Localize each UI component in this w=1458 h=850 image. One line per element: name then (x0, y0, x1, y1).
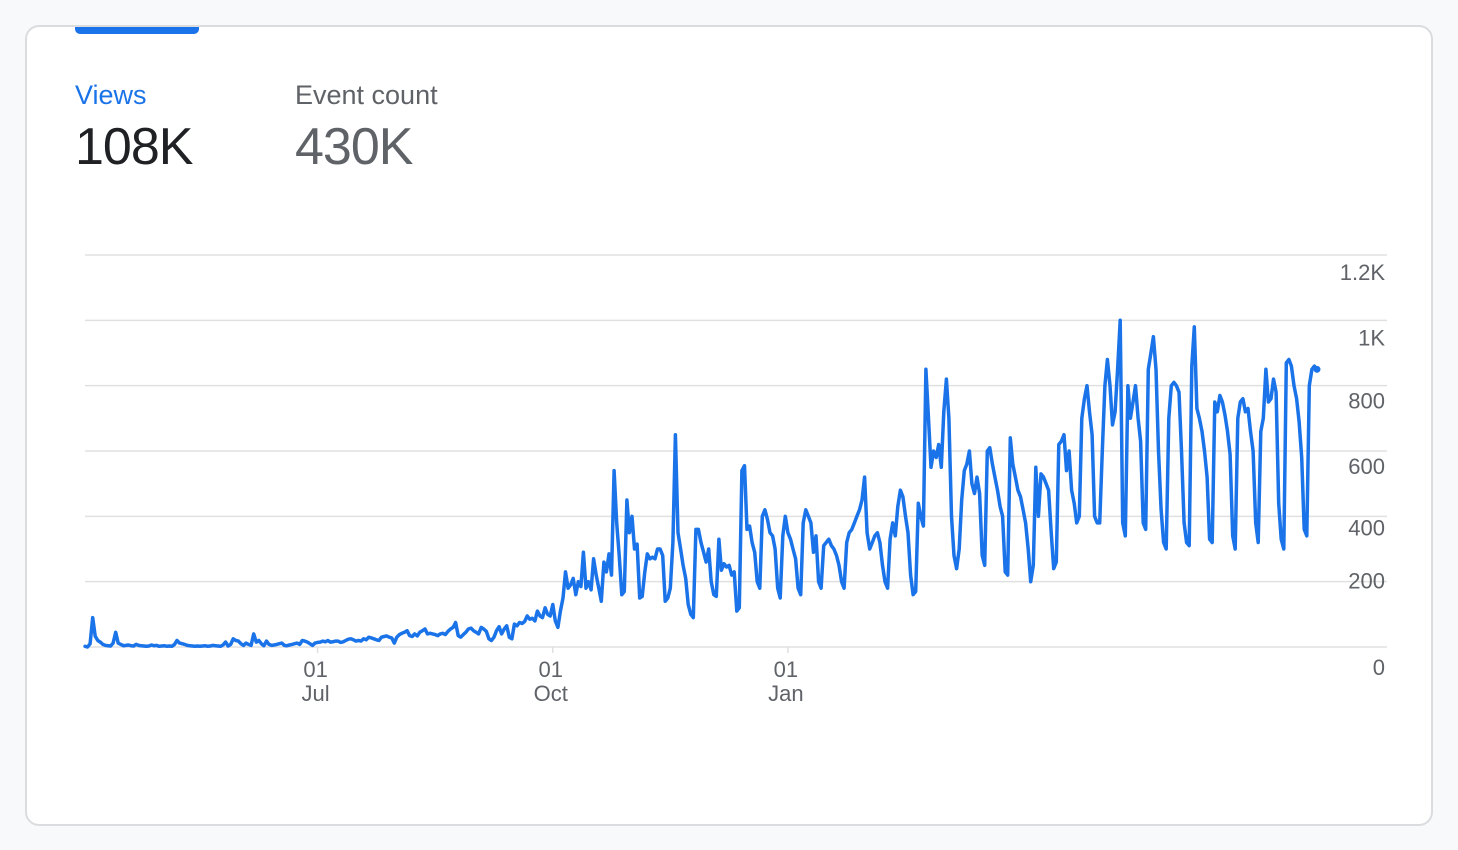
y-tick-label: 600 (1348, 454, 1385, 479)
last-data-point (1313, 365, 1321, 373)
x-tick-month-label: Jan (768, 681, 803, 706)
views-series-line (83, 318, 1319, 649)
selected-tab-indicator (75, 27, 199, 34)
x-tick-day-label: 01 (539, 657, 563, 682)
y-tick-label: 800 (1348, 389, 1385, 414)
y-tick-label: 400 (1348, 515, 1385, 540)
views-chart-card: Views 108K Event count 430K 0 200 400 600 80… (25, 25, 1433, 826)
y-tick-label: 0 (1373, 655, 1385, 680)
y-tick-label: 1.2K (1340, 260, 1386, 285)
metric-label-event-count: Event count (295, 80, 438, 110)
metric-value-event-count: 430K (295, 118, 413, 176)
metric-value-views: 108K (75, 118, 193, 176)
x-tick-month-label: Oct (534, 681, 568, 706)
metric-tab-views[interactable]: Views 108K (75, 79, 193, 177)
x-tick-month-label: Jul (302, 681, 330, 706)
x-tick-day-label: 01 (303, 657, 327, 682)
metric-label-views: Views (75, 80, 147, 110)
metric-tab-event-count[interactable]: Event count 430K (295, 79, 438, 177)
x-tick-day-label: 01 (774, 657, 798, 682)
y-tick-label: 200 (1348, 569, 1385, 594)
y-tick-label: 1K (1358, 325, 1385, 350)
